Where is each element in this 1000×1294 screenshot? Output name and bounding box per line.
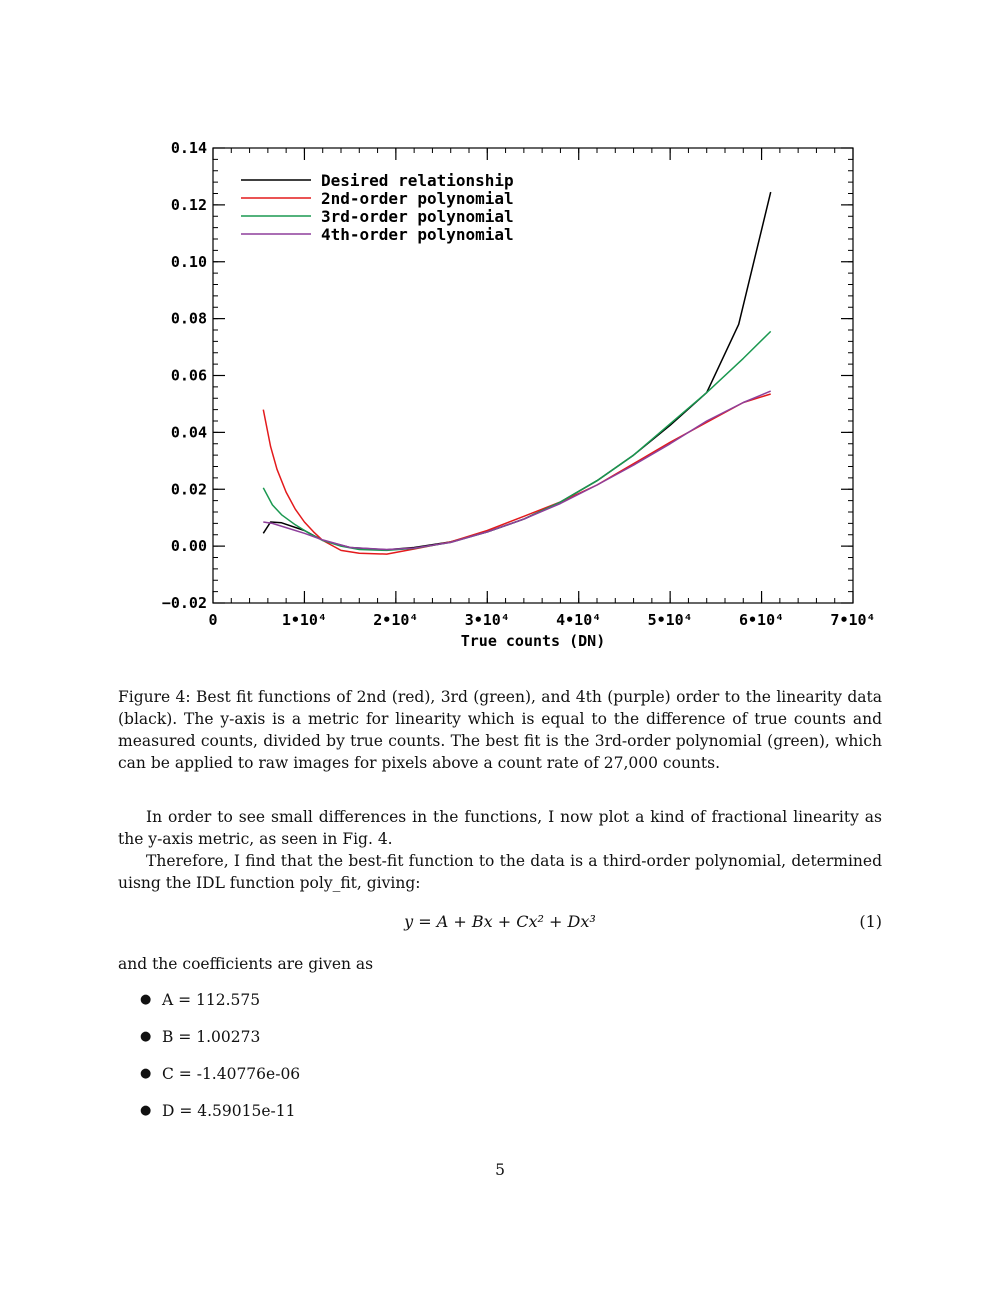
page-number: 5 — [495, 1161, 505, 1179]
list-item: ● A = 112.575 — [140, 989, 300, 1026]
series-line-4th-order-polynomial — [263, 390, 771, 551]
paragraph-fractional-linearity: In order to see small differences in the… — [118, 808, 882, 848]
y-tick-label: −0.02 — [162, 594, 207, 612]
linearity-figure: 0 1•10⁴ 2•10⁴ 3•10⁴ 4•10⁴ 5•10⁴ 6•10⁴ 7•10⁴ −0.0… — [126, 139, 876, 650]
coefficient-c: C = -1.40776e-06 — [162, 1065, 301, 1083]
coefficient-a: A = 112.575 — [162, 991, 261, 1009]
coefficient-d: D = 4.59015e-11 — [162, 1102, 296, 1120]
x-tick-label: 2•10⁴ — [373, 611, 418, 629]
equation-1: y = A + Bx + Cx² + Dx³ (1) — [118, 912, 882, 936]
figure-caption: Figure 4: Best fit functions of 2nd (red… — [118, 688, 882, 772]
y-tick-label: 0.04 — [171, 423, 207, 441]
bullet-icon: ● — [140, 992, 152, 1007]
x-tick-label: 6•10⁴ — [739, 611, 784, 629]
x-axis-title: True counts (DN) — [461, 632, 606, 650]
x-tick-label: 5•10⁴ — [648, 611, 693, 629]
bullet-icon: ● — [140, 1103, 152, 1118]
y-tick-label: 0.14 — [171, 139, 207, 157]
paragraph-coefficients-intro: and the coefficients are given as — [118, 955, 374, 973]
y-tick-label: 0.02 — [171, 480, 207, 498]
legend-label: 3rd-order polynomial — [321, 207, 514, 226]
series-line-desired-relationship — [262, 191, 772, 551]
y-tick-label: 0.12 — [171, 196, 207, 214]
y-tick-label: 0.00 — [171, 537, 207, 555]
y-axis-title: Departure from linearity = (True - Measu… — [126, 202, 144, 645]
x-tick-label: 7•10⁴ — [830, 611, 875, 629]
x-tick-label: 0 — [208, 611, 217, 629]
equation-body: y = A + Bx + Cx² + Dx³ — [404, 912, 596, 931]
linearity-chart: 0 1•10⁴ 2•10⁴ 3•10⁴ 4•10⁴ 5•10⁴ 6•10⁴ 7•10⁴ −0.0… — [126, 139, 876, 650]
legend-label: Desired relationship — [321, 171, 514, 190]
coefficient-list: ● A = 112.575 ● B = 1.00273 ● C = -1.40776e… — [140, 989, 300, 1137]
list-item: ● C = -1.40776e-06 — [140, 1063, 300, 1100]
equation-number: (1) — [859, 912, 882, 931]
coefficient-b: B = 1.00273 — [162, 1028, 261, 1046]
legend-label: 4th-order polynomial — [321, 225, 514, 244]
list-item: ● D = 4.59015e-11 — [140, 1100, 300, 1137]
series-line-3rd-order-polynomial — [262, 330, 772, 552]
y-tick-label: 0.08 — [171, 310, 207, 328]
series-line-2nd-order-polynomial — [262, 393, 771, 555]
x-tick-label: 4•10⁴ — [556, 611, 601, 629]
bullet-icon: ● — [140, 1029, 152, 1044]
legend-label: 2nd-order polynomial — [321, 189, 514, 208]
y-tick-label: 0.06 — [171, 367, 207, 385]
bullet-icon: ● — [140, 1066, 152, 1081]
paragraph-best-fit: Therefore, I find that the best-fit func… — [118, 852, 882, 892]
list-item: ● B = 1.00273 — [140, 1026, 300, 1063]
y-tick-label: 0.10 — [171, 253, 207, 271]
x-tick-label: 3•10⁴ — [465, 611, 510, 629]
x-tick-label: 1•10⁴ — [282, 611, 327, 629]
